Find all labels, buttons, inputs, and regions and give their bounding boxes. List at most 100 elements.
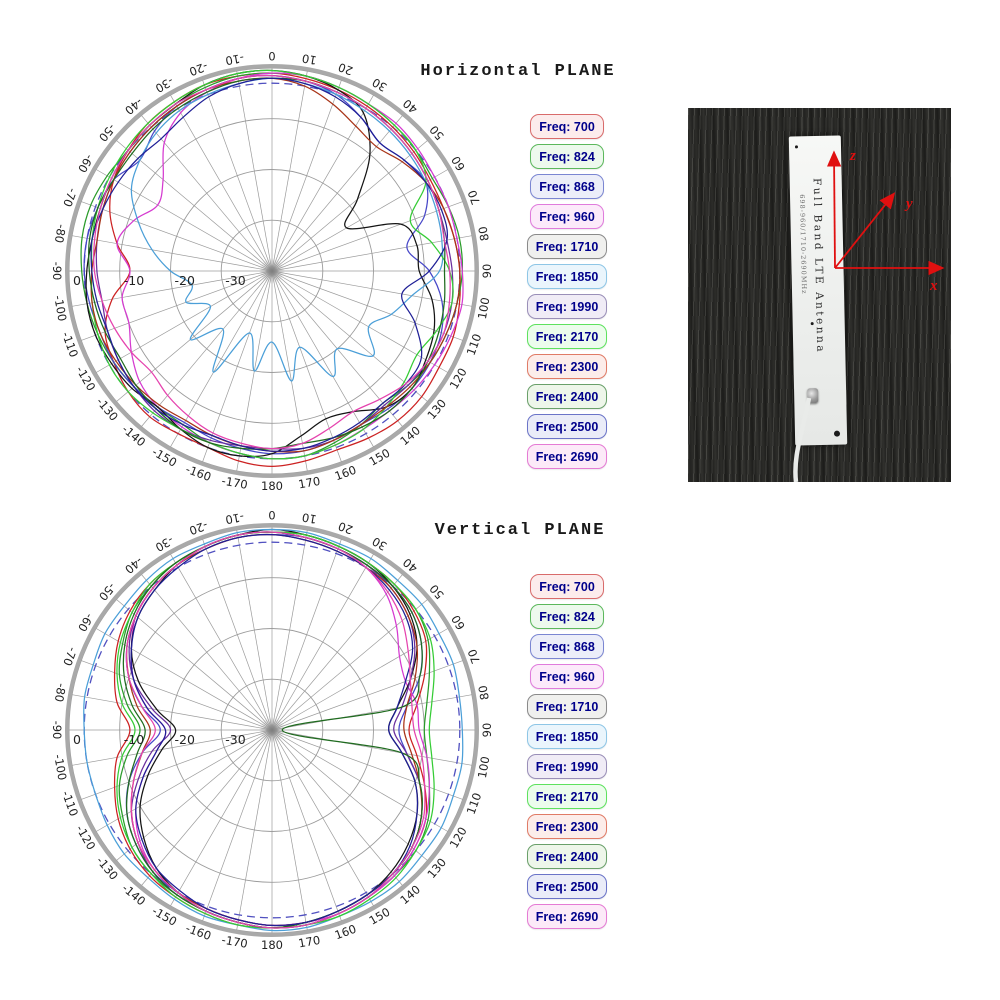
radial-tick-label: 0 — [73, 732, 81, 747]
legend-item-label: Freq: 2500 — [535, 419, 599, 434]
legend-item-2690: Freq: 2690 — [526, 904, 608, 929]
angle-tick-label: -120 — [73, 823, 98, 853]
angle-tick-label: 80 — [476, 684, 492, 701]
grid-ring — [220, 678, 324, 782]
legend-item-700: Freq: 700 — [530, 574, 604, 599]
angle-tick-label: 10 — [301, 510, 318, 526]
legend-item-label: Freq: 2170 — [535, 329, 599, 344]
angle-tick-label: 100 — [475, 755, 493, 779]
angle-tick-label: -80 — [52, 223, 69, 244]
legend-item-label: Freq: 700 — [539, 119, 595, 134]
angle-tick-label: -70 — [60, 186, 80, 208]
radial-tick-label: -30 — [225, 273, 245, 288]
legend-item-2170: Freq: 2170 — [526, 784, 608, 809]
radial-tick-label: 0 — [73, 273, 81, 288]
angle-tick-label: -150 — [150, 904, 180, 929]
angle-tick-label: 60 — [448, 613, 467, 633]
antenna-photo: 698-960/1710-2690MHz Full Band LTE Anten… — [688, 108, 951, 482]
legend-item-label: Freq: 2690 — [535, 909, 599, 924]
legend-horizontal: Freq: 700 Freq: 824 Freq: 868 Freq: 960 Freq… — [512, 114, 622, 474]
center-hub — [259, 258, 285, 284]
angle-tick-label: -100 — [51, 294, 69, 322]
y-axis-arrow — [834, 192, 896, 269]
angle-tick-label: 180 — [261, 479, 283, 493]
polar-chart-vertical: 0 102030405060708090100110120130140150160… — [50, 508, 494, 952]
angle-tick-label: -20 — [187, 59, 209, 79]
legend-item-label: Freq: 824 — [539, 149, 595, 164]
legend-item-2400: Freq: 2400 — [526, 384, 608, 409]
legend-item-label: Freq: 824 — [539, 609, 595, 624]
legend-item-label: Freq: 960 — [539, 209, 595, 224]
legend-item-1710: Freq: 1710 — [526, 694, 608, 719]
legend-item-2500: Freq: 2500 — [526, 414, 608, 439]
angle-tick-label: -10 — [224, 51, 245, 68]
angle-tick-label: 20 — [336, 519, 355, 537]
legend-item-1850: Freq: 1850 — [526, 264, 608, 289]
radial-tick-label: -20 — [175, 273, 195, 288]
angle-tick-label: 130 — [424, 396, 449, 422]
legend-item-label: Freq: 700 — [539, 579, 595, 594]
chart-title-vertical: Vertical PLANE — [434, 521, 606, 540]
angle-tick-label: -150 — [150, 445, 180, 470]
legend-item-2300: Freq: 2300 — [526, 814, 608, 839]
coordinate-axes-overlay: z y x — [793, 148, 945, 482]
series-2500-curve — [90, 77, 449, 452]
legend-item-label: Freq: 1710 — [535, 239, 599, 254]
angle-tick-label: -70 — [60, 645, 80, 667]
angle-tick-label: 130 — [424, 855, 449, 881]
angle-tick-label: -20 — [187, 518, 209, 538]
angle-tick-label: 60 — [448, 154, 467, 174]
legend-item-868: Freq: 868 — [530, 174, 604, 199]
series-2500-curve — [130, 533, 419, 927]
radial-tick-label: -20 — [175, 732, 195, 747]
legend-item-label: Freq: 2300 — [535, 819, 599, 834]
radial-tick-label: -10 — [124, 273, 144, 288]
legend-item-700: Freq: 700 — [530, 114, 604, 139]
polar-chart-horizontal: 0 102030405060708090100110120130140150160… — [50, 49, 494, 493]
angle-tick-label: -90 — [50, 721, 64, 740]
legend-item-2500: Freq: 2500 — [526, 874, 608, 899]
outer-ring — [65, 64, 479, 478]
angle-tick-label: 170 — [297, 933, 321, 951]
angle-tick-label: 70 — [465, 647, 483, 666]
legend-item-label: Freq: 1850 — [535, 269, 599, 284]
legend-item-960: Freq: 960 — [530, 664, 604, 689]
angle-tick-label: 10 — [301, 51, 318, 67]
x-axis-label: x — [929, 278, 938, 294]
legend-item-label: Freq: 2170 — [535, 789, 599, 804]
legend-item-2690: Freq: 2690 — [526, 444, 608, 469]
legend-item-label: Freq: 1990 — [535, 759, 599, 774]
angle-tick-label: -120 — [73, 364, 98, 394]
legend-vertical: Freq: 700 Freq: 824 Freq: 868 Freq: 960 Freq… — [512, 574, 622, 934]
angle-tick-label: -170 — [221, 474, 249, 492]
series-2690-curve — [93, 74, 451, 450]
legend-item-1990: Freq: 1990 — [526, 754, 608, 779]
legend-item-1990: Freq: 1990 — [526, 294, 608, 319]
legend-item-label: Freq: 2300 — [535, 359, 599, 374]
legend-item-label: Freq: 1990 — [535, 299, 599, 314]
legend-item-2170: Freq: 2170 — [526, 324, 608, 349]
chart-title-horizontal: Horizontal PLANE — [420, 62, 616, 81]
y-axis-label: y — [904, 196, 913, 212]
radial-tick-label: -10 — [124, 732, 144, 747]
outer-ring — [65, 523, 479, 937]
angle-tick-label: -140 — [119, 881, 148, 909]
angle-tick-label: 90 — [480, 264, 494, 279]
angle-tick-label: -10 — [224, 510, 245, 527]
series-2690-curve — [125, 531, 426, 929]
angle-tick-label: 30 — [370, 534, 390, 553]
angle-tick-label: 100 — [475, 296, 493, 320]
grid-ring — [220, 219, 324, 323]
legend-item-label: Freq: 960 — [539, 669, 595, 684]
radial-tick-label: -30 — [225, 732, 245, 747]
legend-item-2400: Freq: 2400 — [526, 844, 608, 869]
legend-item-label: Freq: 2690 — [535, 449, 599, 464]
angle-tick-label: -130 — [94, 854, 122, 883]
legend-item-824: Freq: 824 — [530, 604, 604, 629]
legend-item-868: Freq: 868 — [530, 634, 604, 659]
angle-tick-label: 30 — [370, 75, 390, 94]
angle-tick-label: -140 — [119, 422, 148, 450]
z-axis-arrow — [826, 150, 842, 269]
angle-tick-label: -80 — [52, 682, 69, 703]
